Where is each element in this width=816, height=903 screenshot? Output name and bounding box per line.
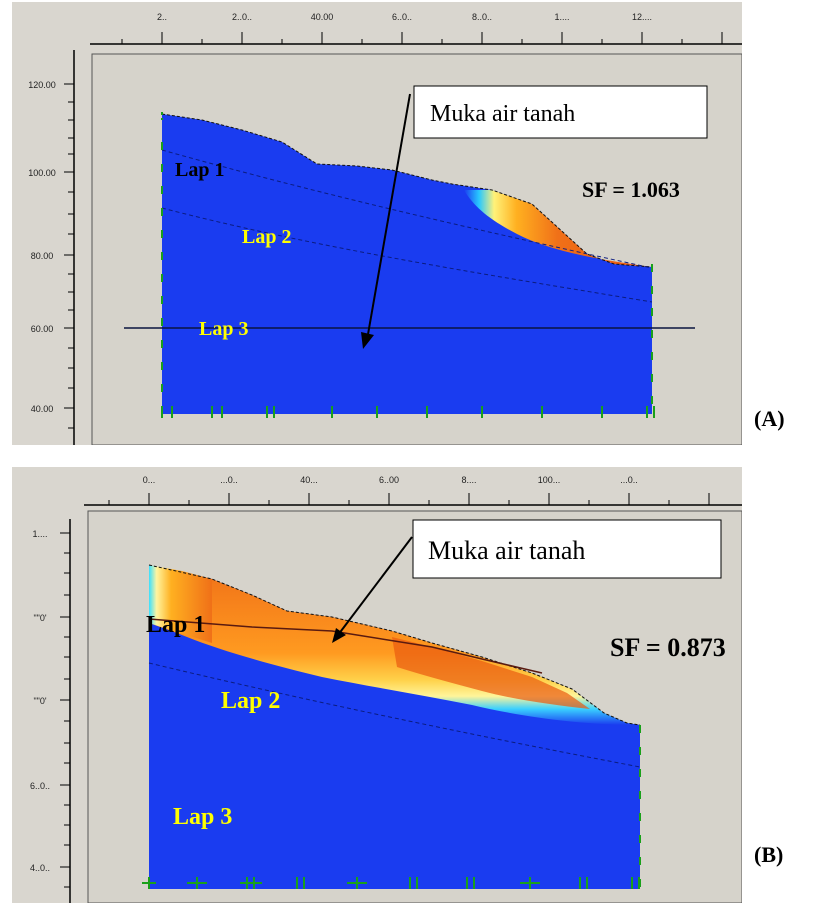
panel-a-left-label: 120.00	[28, 80, 56, 90]
panel-b-left-label: ""0'	[33, 613, 46, 623]
panel-b-left-label: ""0'	[33, 696, 46, 706]
panel-a-top-label: 40.00	[311, 12, 334, 22]
panel-a-callout-arrow	[366, 93, 411, 341]
panel-b-sf-label: SF = 0.873	[610, 633, 726, 662]
panel-a-callout-text: Muka air tanah	[430, 101, 575, 127]
panel-a-soil-body	[162, 114, 652, 414]
panel-a-boundary-markers	[161, 112, 655, 418]
panel-b-left-label: 6..0..	[30, 781, 50, 791]
panel-b-left-label: 4..0..	[30, 863, 50, 873]
panel-b-left-label: 1....	[32, 529, 47, 539]
panel-b-water-table	[148, 618, 543, 674]
panel-a-sf-label: SF = 1.063	[582, 177, 680, 202]
panel-b-top-label: 8....	[461, 475, 476, 485]
panel-a-layer-boundary-2	[161, 207, 653, 303]
panel-b-callout-arrow	[337, 536, 413, 636]
panel-b-layer-label-2: Lap 2	[221, 688, 280, 714]
panel-a-slip-zone	[464, 190, 652, 267]
panel-a-left-label: 60.00	[31, 324, 54, 334]
panel-b-top-label: ...0..	[620, 475, 638, 485]
panel-b-boundary-markers	[142, 725, 641, 889]
panel-a-layer-boundary-1	[161, 149, 653, 269]
panel-a-left-label: 80.00	[31, 251, 54, 261]
panel-a-top-label: 12....	[632, 12, 652, 22]
panel-b-callout-text: Muka air tanah	[428, 536, 585, 565]
panel-b-arrow-head	[332, 628, 346, 643]
panel-a-callout-box	[413, 85, 708, 139]
panel-a-caption: (A)	[754, 406, 785, 431]
panel-a: 2.. 2..0.. 40.00 6..0.. 8..0.. 1.... 12.…	[12, 2, 742, 445]
panel-a-left-label: 100.00	[28, 168, 56, 178]
panel-b-layer-label-1: Lap 1	[146, 612, 205, 638]
panel-a-layer-label-3: Lap 3	[199, 318, 248, 340]
panel-a-top-ruler	[84, 2, 742, 46]
panel-b-shear-band	[392, 637, 590, 709]
panel-a-layer-label-1: Lap 1	[175, 159, 224, 181]
panel-b-top-ticks	[108, 493, 710, 505]
panel-b-soil-lower	[149, 789, 640, 889]
panel-b-ground-surface	[148, 564, 641, 726]
panel-b: 0... ...0.. 40... 6..00 8.... 100... ...…	[12, 467, 742, 903]
panel-a-top-label: 2..0..	[232, 12, 252, 22]
panel-a-top-label: 8..0..	[472, 12, 492, 22]
panel-b-callout-box	[412, 519, 722, 579]
panel-b-top-label: 6..00	[379, 475, 399, 485]
panel-b-top-label: 100...	[538, 475, 561, 485]
panel-a-arrow-head	[361, 332, 374, 349]
panel-a-top-label: 2..	[157, 12, 167, 22]
panel-b-top-label: 0...	[143, 475, 156, 485]
panel-b-layer-label-3: Lap 3	[173, 804, 232, 830]
panel-a-top-ticks	[121, 32, 723, 44]
panel-a-layer-label-2: Lap 2	[242, 226, 291, 248]
panel-b-top-label: 40...	[300, 475, 318, 485]
panel-a-top-label: 6..0..	[392, 12, 412, 22]
panel-a-left-label: 40.00	[31, 404, 54, 414]
panel-b-canvas: 0... ...0.. 40... 6..00 8.... 100... ...…	[12, 467, 742, 903]
panel-a-top-label: 1....	[554, 12, 569, 22]
panel-b-crest-zone	[149, 565, 212, 643]
panel-b-top-label: ...0..	[220, 475, 238, 485]
panel-b-caption: (B)	[754, 842, 784, 867]
panel-a-ground-surface	[161, 113, 653, 268]
panel-a-canvas: 2.. 2..0.. 40.00 6..0.. 8..0.. 1.... 12.…	[12, 2, 742, 445]
